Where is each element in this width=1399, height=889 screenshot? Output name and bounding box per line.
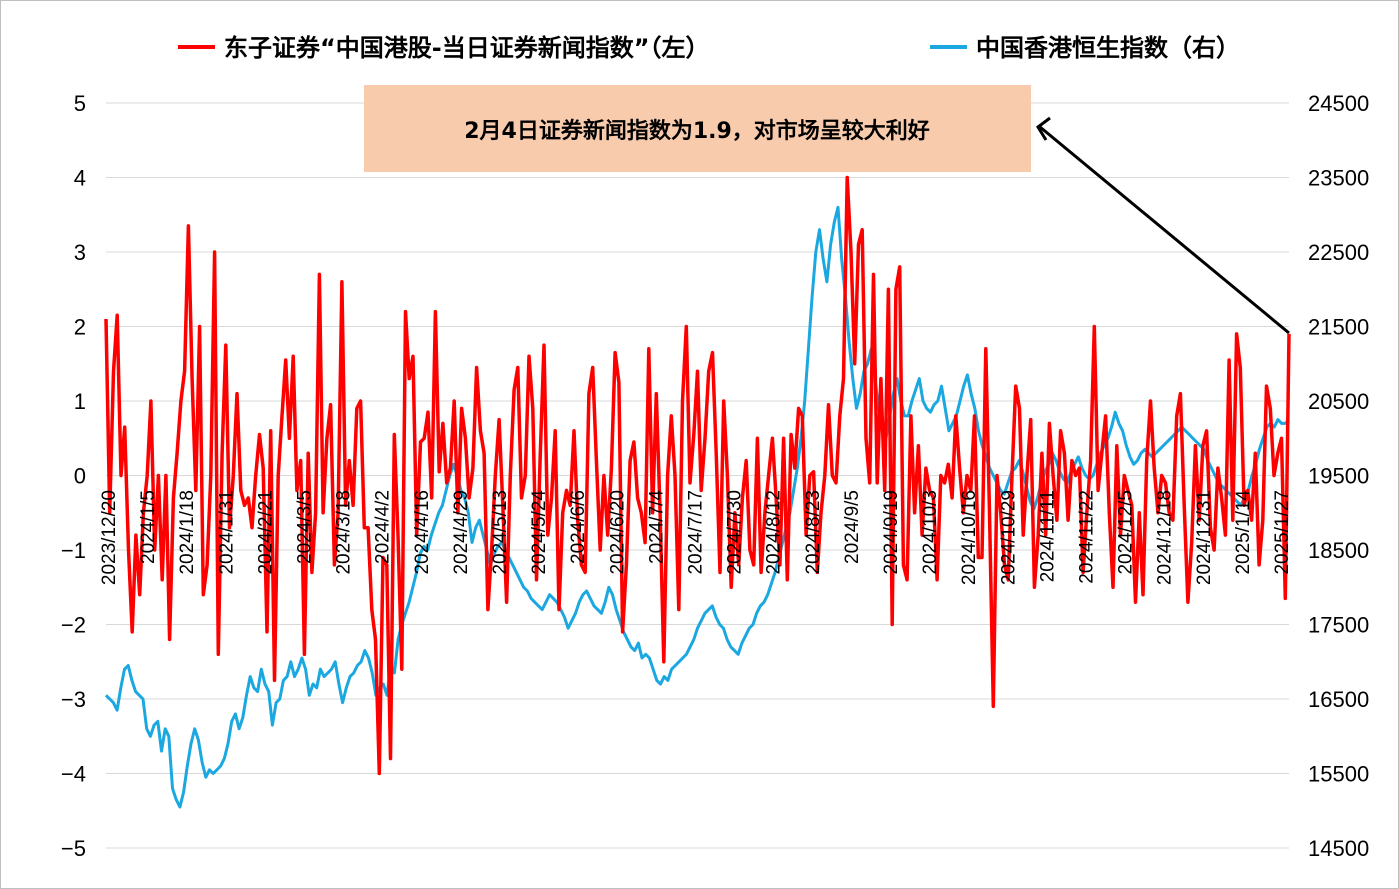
right-tick-label: 14500	[1308, 836, 1369, 861]
x-tick-label: 2024/1/18	[177, 490, 198, 575]
left-tick-label: 3	[74, 240, 86, 265]
x-tick-label: 2024/7/17	[686, 490, 707, 575]
right-tick-label: 18500	[1308, 538, 1369, 563]
right-tick-label: 16500	[1308, 687, 1369, 712]
x-tick-label: 2024/8/12	[764, 490, 785, 575]
x-tick-label: 2024/8/23	[803, 490, 824, 575]
annotation-arrow-line	[1039, 125, 1290, 335]
x-tick-label: 2024/7/30	[725, 490, 746, 575]
x-tick-label: 2024/11/22	[1077, 490, 1098, 584]
left-tick-label: −3	[61, 687, 86, 712]
right-tick-label: 19500	[1308, 464, 1369, 489]
annotation-text: 2月4日证券新闻指数为1.9，对市场呈较大利好	[464, 118, 930, 144]
x-tick-label: 2024/4/29	[451, 490, 472, 575]
x-tick-label: 2024/12/18	[1155, 490, 1176, 585]
left-tick-label: −2	[61, 613, 86, 638]
left-tick-label: −1	[61, 538, 86, 563]
x-tick-label: 2024/4/2	[373, 490, 394, 564]
annotation-arrow-head	[1036, 116, 1051, 141]
left-tick-label: −5	[61, 836, 86, 861]
legend: 东子证券“中国港股-当日证券新闻指数”（左） 中国香港恒生指数（右）	[178, 34, 1240, 62]
x-tick-label: 2024/9/5	[842, 490, 863, 564]
left-tick-label: −4	[61, 762, 86, 787]
x-axis-ticks: 2023/12/20 2024/1/5 2024/1/18 2024/1/31 2024…	[99, 490, 1293, 586]
x-tick-label: 2024/10/16	[959, 490, 980, 585]
legend-label-news-index: 东子证券“中国港股-当日证券新闻指数”（左）	[224, 34, 710, 62]
x-tick-label: 2023/12/20	[99, 490, 120, 585]
left-tick-label: 2	[74, 315, 86, 340]
x-tick-label: 2025/1/27	[1272, 490, 1293, 575]
x-tick-label: 2024/9/19	[881, 490, 902, 575]
x-tick-label: 2024/10/29	[998, 490, 1019, 585]
x-tick-label: 2024/1/31	[216, 490, 237, 575]
series-layer	[104, 175, 1291, 809]
right-tick-label: 20500	[1308, 389, 1369, 414]
x-tick-label: 2024/3/5	[295, 490, 316, 564]
right-tick-label: 23500	[1308, 166, 1369, 191]
x-tick-label: 2024/12/5	[1116, 490, 1137, 575]
x-tick-label: 2024/7/4	[646, 490, 667, 564]
x-tick-label: 2024/11/11	[1037, 490, 1058, 582]
x-tick-label: 2024/4/16	[412, 490, 433, 575]
left-tick-label: 0	[74, 464, 86, 489]
annotation-box	[364, 85, 1031, 172]
x-tick-label: 2024/5/24	[529, 490, 550, 575]
left-tick-label: 4	[74, 166, 86, 191]
x-tick-label: 2024/2/21	[255, 490, 276, 575]
left-tick-label: 1	[74, 389, 86, 414]
right-tick-label: 24500	[1308, 91, 1369, 116]
right-tick-label: 21500	[1308, 315, 1369, 340]
x-tick-label: 2024/6/20	[607, 490, 628, 575]
x-tick-label: 2024/12/31	[1194, 490, 1215, 585]
x-tick-label: 2024/10/3	[920, 490, 941, 575]
right-tick-label: 15500	[1308, 762, 1369, 787]
annotation: 2月4日证券新闻指数为1.9，对市场呈较大利好	[364, 85, 1290, 335]
x-tick-label: 2025/1/14	[1233, 490, 1254, 575]
right-axis-ticks: 24500 23500 22500 21500 20500 19500 18500 17500…	[1308, 91, 1369, 861]
x-tick-label: 2024/3/18	[334, 490, 355, 575]
gridlines	[106, 102, 1289, 849]
left-tick-label: 5	[74, 91, 86, 116]
legend-label-hsi: 中国香港恒生指数（右）	[976, 34, 1240, 62]
right-tick-label: 22500	[1308, 240, 1369, 265]
x-tick-label: 2024/6/6	[568, 490, 589, 564]
x-tick-label: 2024/5/13	[490, 490, 511, 575]
right-tick-label: 17500	[1308, 613, 1369, 638]
series-line-hsi	[104, 205, 1291, 809]
series-line-news-index	[104, 175, 1291, 776]
x-tick-label: 2024/1/5	[138, 490, 159, 564]
left-axis-ticks: 5 4 3 2 1 0 −1 −2 −3 −4 −5	[61, 91, 86, 861]
